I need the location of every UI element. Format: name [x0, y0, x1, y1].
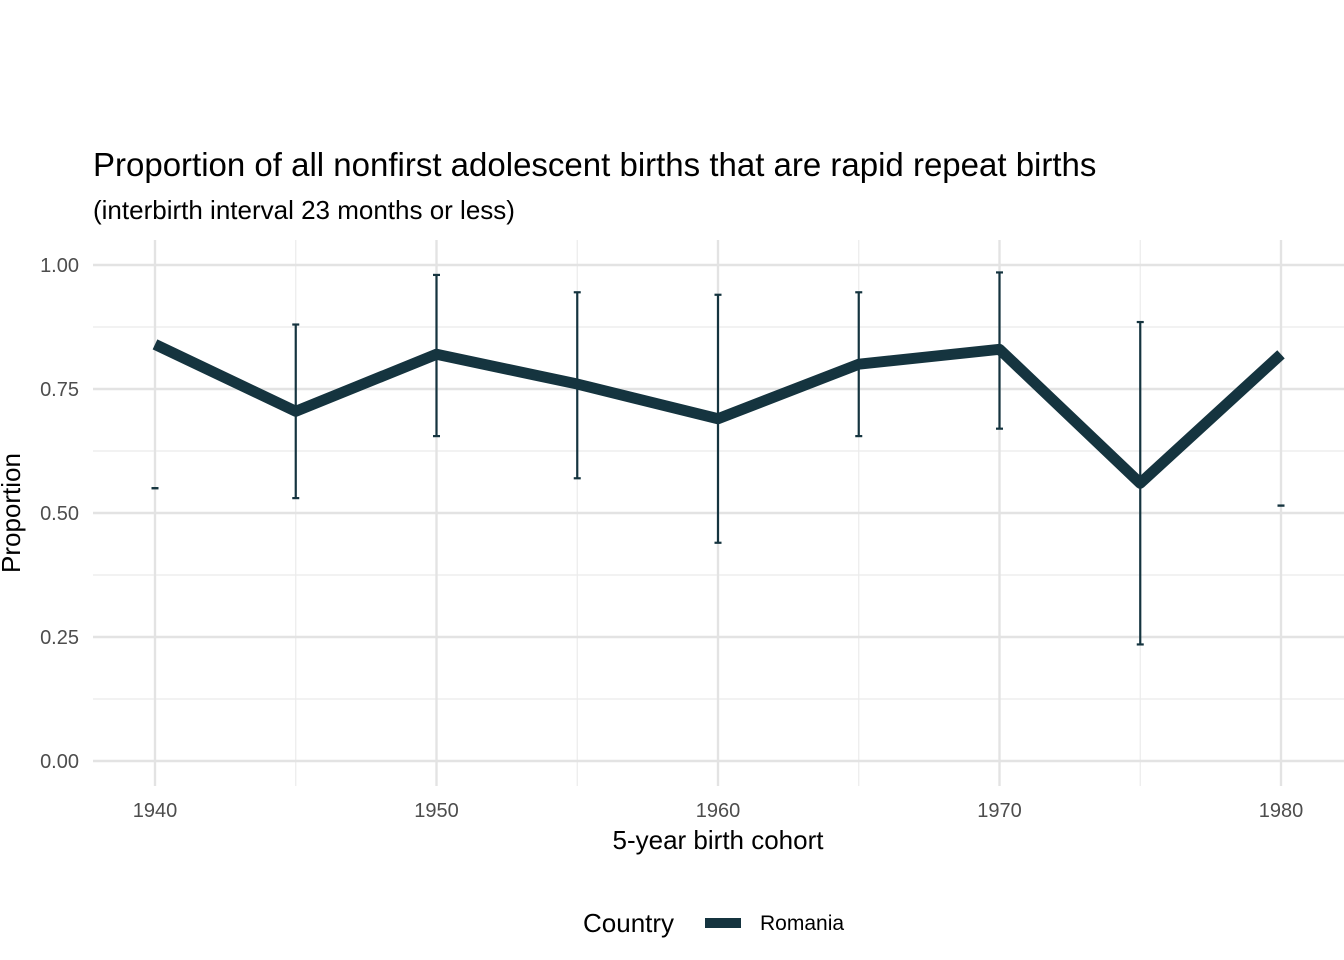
y-tick-label: 1.00: [40, 255, 79, 277]
legend-key-romania: [705, 918, 741, 928]
x-tick-label: 1960: [696, 800, 741, 822]
chart-title: Proportion of all nonfirst adolescent bi…: [93, 146, 1096, 183]
x-tick-label: 1950: [414, 800, 459, 822]
y-tick-label: 0.25: [40, 627, 79, 649]
y-tick-label: 0.50: [40, 503, 79, 525]
x-tick-label: 1940: [133, 800, 178, 822]
x-tick-label: 1970: [977, 800, 1022, 822]
chart-subtitle: (interbirth interval 23 months or less): [93, 195, 515, 225]
x-axis-title: 5-year birth cohort: [613, 825, 825, 855]
y-tick-labels: 0.00 0.25 0.50 0.75 1.00: [40, 255, 79, 773]
legend: Country Romania: [583, 908, 844, 938]
legend-title: Country: [583, 908, 674, 938]
x-tick-label: 1980: [1259, 800, 1304, 822]
series-line-romania: [152, 339, 1285, 489]
y-tick-label: 0.00: [40, 751, 79, 773]
legend-label-romania: Romania: [760, 912, 844, 935]
x-tick-labels: 1940 1950 1960 1970 1980: [133, 800, 1304, 822]
data-line-layer: [152, 339, 1285, 489]
y-axis-title: Proportion: [0, 453, 26, 573]
y-tick-label: 0.75: [40, 379, 79, 401]
